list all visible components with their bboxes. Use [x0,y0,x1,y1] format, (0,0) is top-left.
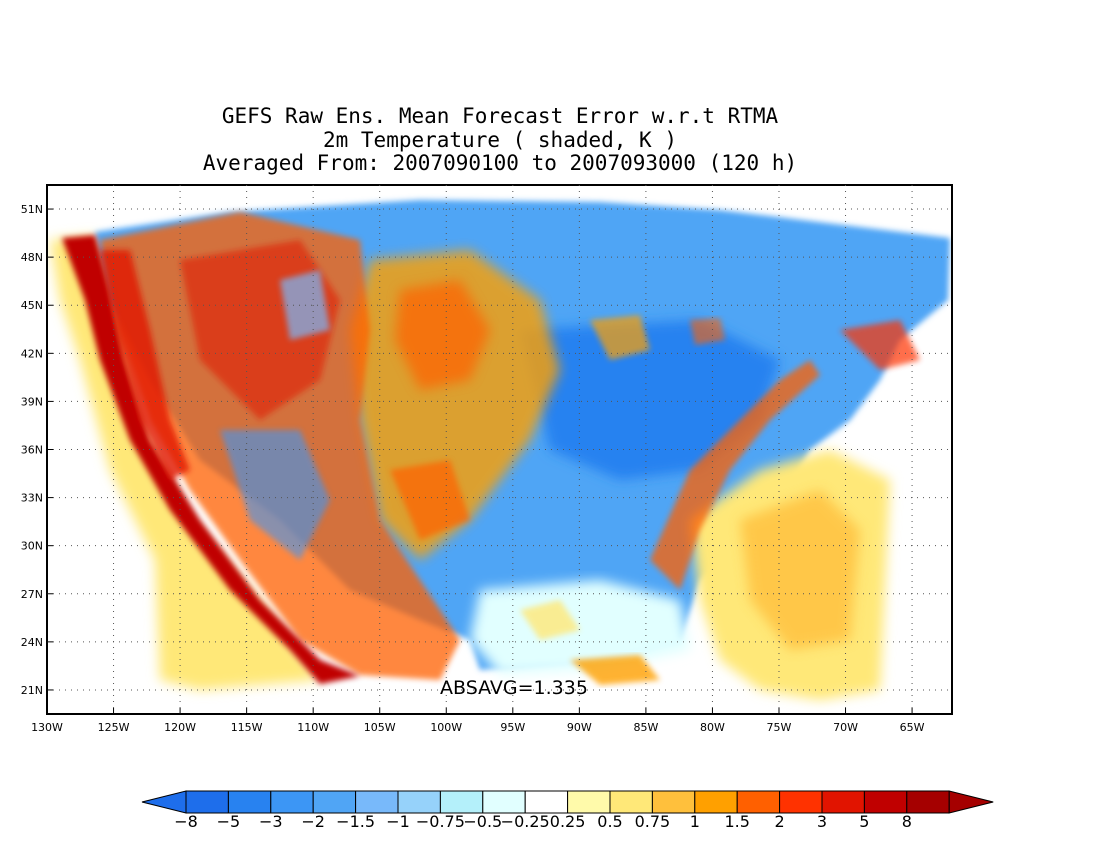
colorbar-swatch [524,790,569,814]
colorbar-swatch [482,790,526,814]
colorbar-label: 8 [902,812,912,831]
colorbar-high-arrow [948,790,994,814]
lon-tick-label: 105W [364,721,396,734]
northeast-cold-region [520,320,780,480]
lat-tick-label: 30N [21,540,43,553]
colorbar-label: 1.5 [724,812,749,831]
lon-tick-label: 75W [767,721,792,734]
colorbar-swatch [694,790,738,814]
lat-tick-label: 51N [21,203,43,216]
colorbar-swatch [609,790,653,814]
colorbar-label: −0.25 [501,812,550,831]
colorbar-label: 0.5 [597,812,622,831]
lat-tick-label: 33N [21,492,43,505]
lat-tick-label: 39N [21,395,43,408]
map-title-line3: Averaged From: 2007090100 to 2007093000 … [202,151,798,175]
longitude-labels: 130W 125W 120W 115W 110W 105W 100W 95W 90W 85W 80W… [31,721,925,734]
west-coast-warm-region [62,235,360,684]
colorbar-swatch [821,790,865,814]
colorbar-swatch [906,790,950,814]
colorbar-swatch [227,790,272,814]
colorbar-label: −5 [217,812,241,831]
colorbar-swatch [312,790,357,814]
colorbar-label: 2 [775,812,785,831]
colorbar-low-arrow [141,790,187,814]
lat-tick-label: 36N [21,444,43,457]
gulf-region [470,580,690,675]
colorbar-swatch [439,790,484,814]
colorbar-label: −8 [174,812,198,831]
colorbar-label: 1 [690,812,700,831]
colorbar-label: −0.5 [463,812,502,831]
graticule [46,185,952,714]
lon-tick-label: 130W [31,721,63,734]
colorbar-label: 0.25 [550,812,586,831]
colorbar-swatch [567,790,611,814]
colorbar-label: 3 [817,812,827,831]
colorbar-label: 0.75 [635,812,671,831]
lon-tick-label: 85W [633,721,658,734]
map-title-line1: GEFS Raw Ens. Mean Forecast Error w.r.t … [221,104,779,128]
lon-tick-label: 100W [430,721,462,734]
lat-tick-label: 45N [21,299,43,312]
absavg-label: ABSAVG=1.335 [440,677,588,699]
lon-tick-label: 65W [900,721,925,734]
colorbar-label: −0.75 [416,812,465,831]
lat-tick-label: 24N [21,636,43,649]
colorbar-label: 5 [859,812,869,831]
lat-tick-label: 48N [21,251,43,264]
colorbar-label: −2 [301,812,325,831]
latitude-labels: 51N 48N 45N 42N 39N 36N 33N 30N 27N 24N 21N [21,203,43,697]
colorbar-swatch [397,790,441,814]
lon-tick-label: 70W [833,721,858,734]
lon-tick-label: 120W [164,721,196,734]
lat-tick-label: 42N [21,347,43,360]
colorbar: −8 −5 −3 −2 −1.5 −1 −0.75−0.5−0.25 0.25 0.5 0.75 1… [141,790,994,831]
lat-tick-label: 21N [21,684,43,697]
lon-tick-label: 110W [297,721,329,734]
lon-tick-label: 80W [700,721,725,734]
lat-tick-label: 27N [21,588,43,601]
colorbar-swatch [779,790,823,814]
colorbar-label: −1.5 [336,812,375,831]
colorbar-swatch [736,790,781,814]
colorbar-label: −1 [386,812,410,831]
lon-tick-label: 125W [98,721,130,734]
colorbar-label: −3 [259,812,283,831]
colorbar-swatch [863,790,908,814]
colorbar-swatch [270,790,314,814]
shaded-error-field [50,200,950,700]
colorbar-swatch [355,790,399,814]
lon-tick-label: 115W [231,721,263,734]
colorbar-swatch [185,790,229,814]
map-title-line2: 2m Temperature ( shaded, K ) [322,128,677,152]
colorbar-swatch [651,790,696,814]
lon-tick-label: 95W [500,721,525,734]
lon-tick-label: 90W [567,721,592,734]
